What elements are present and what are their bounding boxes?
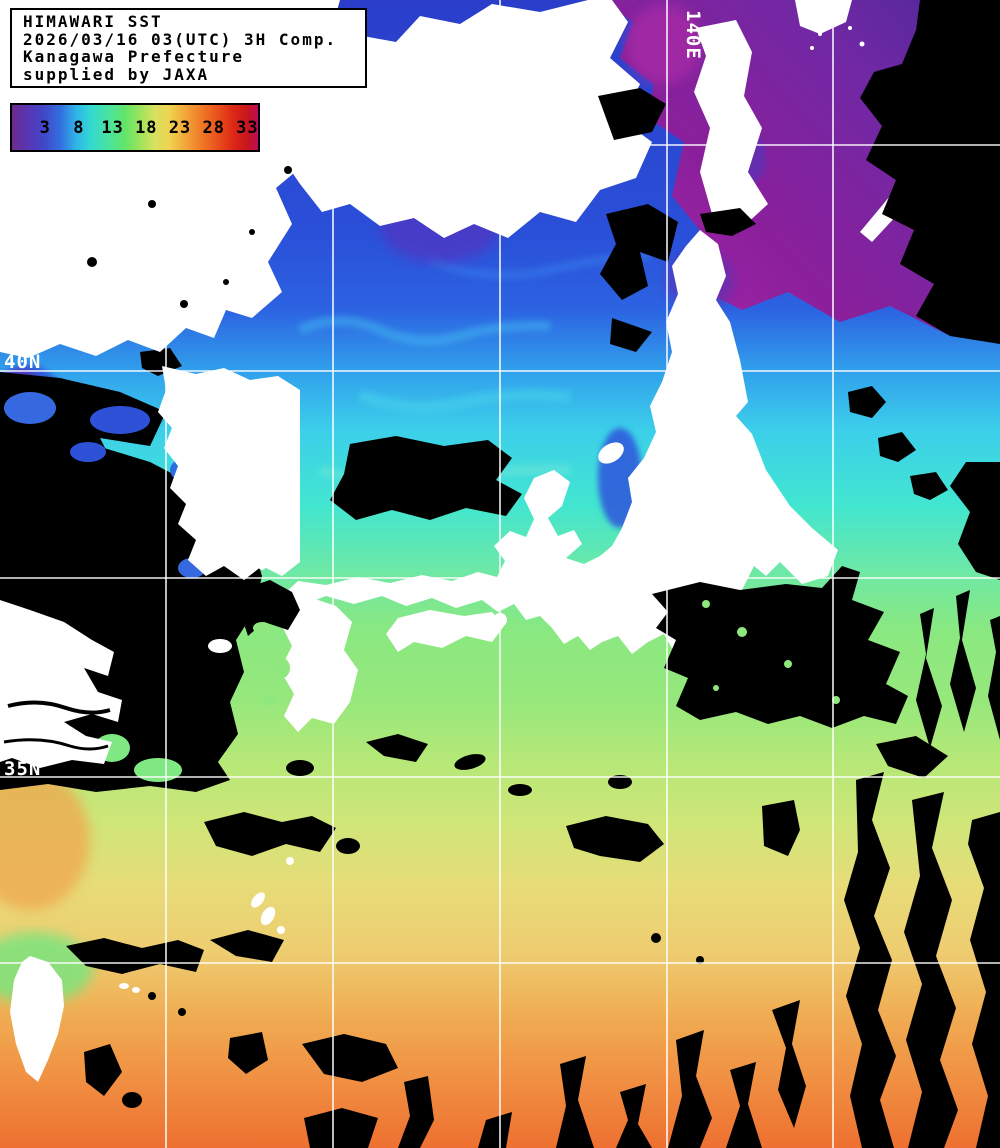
cloud-streaks-south <box>398 775 806 1148</box>
colorbar-tick: 8 <box>73 117 85 138</box>
cloud-mask-chubu-offshore <box>330 436 522 520</box>
cloud-mask-northeast <box>860 0 1000 344</box>
land-kyushu <box>280 598 358 732</box>
timestamp: 2026/03/16 03(UTC) 3H Comp. <box>23 29 338 49</box>
green-specks-in-mask <box>253 600 840 705</box>
colorbar-tick: 3 <box>39 117 51 138</box>
land-northwest-continent <box>0 0 340 358</box>
island-sado <box>598 442 624 464</box>
cloud-mask-taiwan-area <box>66 930 398 1148</box>
temperature-colorbar: 3 8 13 18 23 28 33 <box>10 103 260 152</box>
island-jeju <box>208 639 232 653</box>
cloud-streaks-east <box>876 590 1000 778</box>
land-shikoku <box>386 610 504 652</box>
grid-label-40n: 40N <box>4 351 41 373</box>
cloud-mask-okinawa-cluster <box>204 812 360 856</box>
grid-label-140e: 140E <box>682 10 704 60</box>
land-korea <box>158 366 300 580</box>
cloud-patch-top-right <box>795 0 852 34</box>
islet-ne-taiwan-1 <box>119 983 129 989</box>
cloud-mask-east-strip <box>950 462 1000 580</box>
data-credit: supplied by JAXA <box>23 64 210 84</box>
cloud-mask-tsugaru <box>598 88 756 352</box>
region-name: Kanagawa Prefecture <box>23 47 245 66</box>
cloud-streaks-southeast <box>844 772 1000 1148</box>
colorbar-tick: 18 <box>135 117 158 138</box>
colorbar-tick: 33 <box>236 117 259 138</box>
land-china-coast <box>0 600 122 768</box>
land-honshu <box>284 230 838 654</box>
land-hokkaido <box>694 20 768 226</box>
product-title: HIMAWARI SST <box>23 12 163 31</box>
sea-ice-speckles <box>803 9 865 50</box>
colorbar-tick: 28 <box>202 117 225 138</box>
land-taiwan <box>10 956 64 1082</box>
islet-ne-taiwan-2 <box>132 987 140 993</box>
grid-label-35n: 35N <box>4 758 41 780</box>
colorbar-tick: 13 <box>101 117 124 138</box>
okinawa-islands <box>251 857 294 934</box>
cloud-mask-korea-strait <box>240 580 300 636</box>
cloud-mask-group <box>66 0 1000 1148</box>
title-box: HIMAWARI SST 2026/03/16 03(UTC) 3H Comp.… <box>10 8 367 88</box>
china-river-channels <box>3 700 111 751</box>
cloud-mask-shikoku-south <box>286 734 532 796</box>
colorbar-tick: 23 <box>168 117 192 138</box>
cloud-mask-tohoku-offshore <box>848 386 948 500</box>
